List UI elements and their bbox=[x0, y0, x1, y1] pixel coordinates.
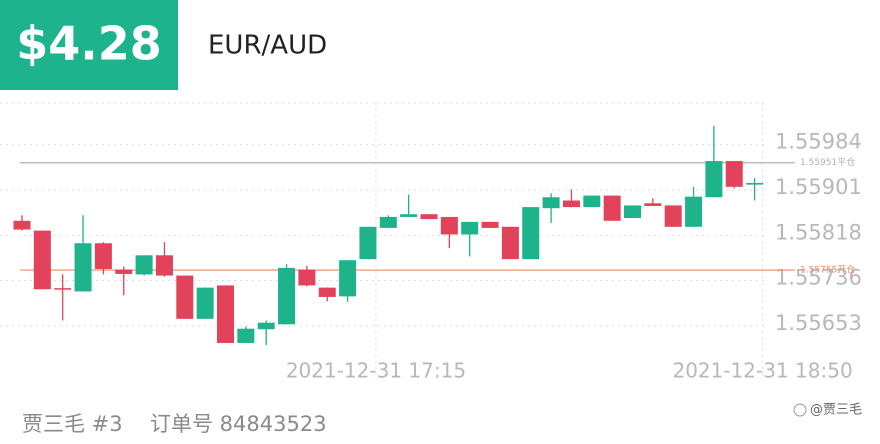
candle-body bbox=[644, 203, 662, 206]
price: $4.28 bbox=[16, 17, 162, 71]
x-tick-label: 2021-12-31 18:50 bbox=[672, 359, 852, 383]
y-tick-label: 1.55901 bbox=[775, 175, 862, 199]
price-badge bbox=[0, 0, 178, 90]
candle-body bbox=[257, 322, 275, 330]
y-tick-label: 1.55818 bbox=[775, 221, 862, 245]
y-tick-label: 1.55984 bbox=[775, 130, 862, 154]
reference-label: 1.55951平仓 bbox=[800, 156, 855, 168]
candle-body bbox=[522, 207, 540, 260]
candle-body bbox=[624, 205, 641, 219]
candle-body bbox=[379, 216, 397, 228]
candle-body bbox=[155, 255, 173, 276]
candle-body bbox=[542, 197, 560, 209]
candle-body bbox=[54, 288, 72, 290]
candle-body bbox=[359, 226, 377, 260]
x-tick-label: 2021-12-31 17:15 bbox=[286, 359, 466, 383]
candle-body bbox=[746, 182, 764, 185]
symbol: EUR/AUD bbox=[208, 31, 327, 61]
candle-body bbox=[13, 220, 31, 230]
candle-body bbox=[420, 214, 438, 220]
candle-body bbox=[33, 230, 51, 290]
candle-body bbox=[562, 200, 580, 208]
candle-body bbox=[94, 243, 112, 269]
candle-body bbox=[481, 221, 499, 228]
candle-body bbox=[196, 287, 214, 319]
candle-body bbox=[115, 269, 133, 274]
candle-body bbox=[664, 205, 682, 227]
candle-body bbox=[278, 267, 296, 325]
candle-body bbox=[318, 287, 336, 297]
candle-body bbox=[298, 269, 316, 286]
candle-body bbox=[440, 216, 458, 235]
reference-label: 1.55755开仓 bbox=[800, 264, 855, 276]
candle-body bbox=[725, 161, 743, 187]
candle-body bbox=[135, 255, 153, 275]
candle-body bbox=[461, 221, 479, 235]
candle-body bbox=[400, 214, 418, 217]
watermark-icon bbox=[793, 403, 807, 417]
candle-body bbox=[583, 195, 601, 208]
candle-body bbox=[74, 243, 92, 292]
order-number: 订单号 84843523 bbox=[150, 412, 327, 436]
candle-body bbox=[603, 195, 621, 221]
candle-body bbox=[685, 196, 703, 227]
candle-body bbox=[705, 161, 723, 198]
candle-body bbox=[217, 285, 234, 343]
candle-body bbox=[176, 275, 194, 319]
watermark: @贾三毛 bbox=[810, 403, 862, 418]
account: 贾三毛 #3 bbox=[22, 412, 123, 436]
candle-body bbox=[339, 260, 357, 297]
candle-body bbox=[501, 226, 519, 260]
candle-body bbox=[237, 328, 255, 343]
y-tick-label: 1.55653 bbox=[775, 311, 862, 335]
